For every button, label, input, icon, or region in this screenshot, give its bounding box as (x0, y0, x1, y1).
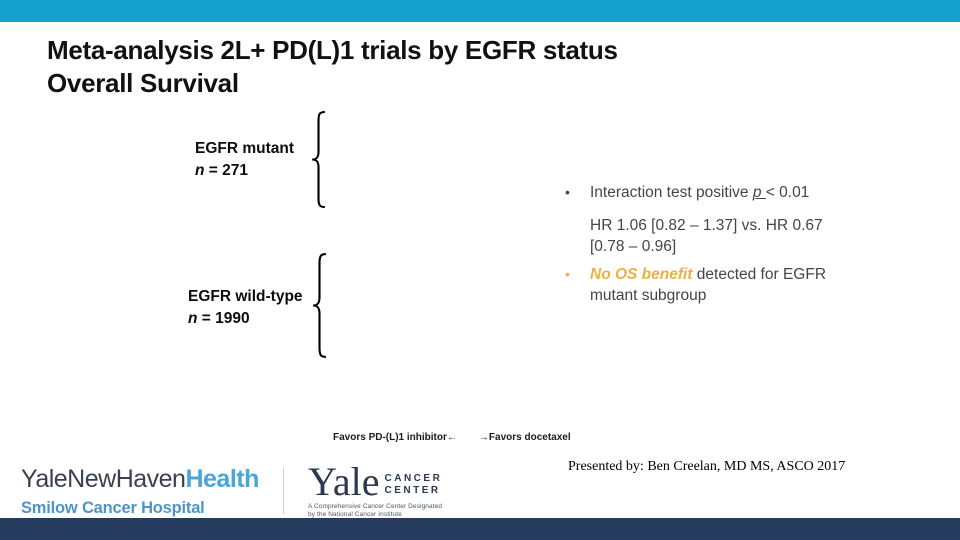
slide-title: Meta-analysis 2L+ PD(L)1 trials by EGFR … (47, 34, 618, 100)
yale-new-haven-health-logo: YaleNewHavenHealth Smilow Cancer Hospita… (21, 466, 259, 521)
bullet-icon: • (565, 184, 570, 200)
presenter-credit: Presented by: Ben Creelan, MD MS, ASCO 2… (568, 459, 846, 474)
ycc-wordmark-row: Yale CANCER CENTER (308, 462, 442, 502)
designation-line-1: A Comprehensive Cancer Center Designated (308, 503, 443, 510)
group-n-count: n = 1990 (188, 308, 303, 330)
nci-designation-text: A Comprehensive Cancer Center Designated… (308, 503, 442, 519)
group-name: EGFR mutant (195, 140, 295, 157)
group-label-egfr-mutant: EGFR mutant n = 271 (195, 138, 294, 182)
benefit-emphasis: No OS benefit (590, 266, 693, 283)
benefit-rest: detected for EGFR mutant subgroup (590, 266, 827, 304)
n-symbol: n (188, 310, 198, 327)
bottom-accent-bar (0, 518, 960, 540)
title-line-1: Meta-analysis 2L+ PD(L)1 trials by EGFR … (47, 35, 618, 65)
yale-cancer-center-logo: Yale CANCER CENTER A Comprehensive Cance… (308, 462, 442, 519)
interaction-post: < 0.01 (765, 184, 810, 201)
logo-divider (283, 468, 284, 514)
forest-plot-axis-labels: Favors PD-(L)1 inhibitor ← → Favors docet… (333, 432, 571, 443)
bullet-interaction-text: Interaction test positive p < 0.01 (590, 182, 847, 203)
left-arrow-icon: ← (446, 432, 457, 443)
cancer-center-label: CANCER CENTER (385, 473, 443, 497)
ynhh-wordmark-blue: Health (185, 465, 259, 493)
n-symbol: n (195, 162, 205, 179)
yale-wordmark: Yale (308, 459, 380, 504)
n-value: = 1990 (197, 310, 250, 327)
cc-line-2: CENTER (384, 485, 441, 496)
group-brace-egfr-wild-type (313, 253, 326, 358)
hr-line-1: HR 1.06 [0.82 – 1.37] vs. HR 0.67 (590, 217, 823, 234)
bullet-spacer (565, 215, 590, 257)
hr-line-2: [0.78 – 0.96] (590, 238, 677, 255)
favors-left-label: Favors PD-(L)1 inhibitor (333, 432, 447, 443)
group-label-egfr-wild-type: EGFR wild-type n = 1990 (188, 286, 303, 330)
group-n-count: n = 271 (195, 160, 294, 182)
bullet-no-os-benefit: • No OS benefit detected for EGFR mutant… (565, 264, 847, 306)
p-value-symbol: p (752, 184, 766, 201)
favors-right-label: Favors docetaxel (488, 432, 571, 443)
ynhh-wordmark: YaleNewHavenHealth (21, 466, 259, 492)
n-value: = 271 (204, 162, 248, 179)
interaction-pre: Interaction test positive (590, 184, 753, 201)
benefit-text: No OS benefit detected for EGFR mutant s… (590, 264, 847, 306)
top-accent-bar (0, 0, 960, 22)
ynhh-wordmark-navy: YaleNewHaven (21, 465, 186, 493)
hazard-ratio-paragraph: HR 1.06 [0.82 – 1.37] vs. HR 0.67 [0.78 –… (565, 215, 847, 257)
smilow-cancer-hospital-label: Smilow Cancer Hospital (21, 499, 205, 517)
designation-line-2: by the National Cancer Institute (308, 511, 402, 518)
cc-line-1: CANCER (384, 473, 443, 484)
hazard-ratio-text: HR 1.06 [0.82 – 1.37] vs. HR 0.67 [0.78 –… (590, 215, 847, 257)
bullet-icon: • (565, 266, 570, 282)
title-line-2: Overall Survival (47, 68, 239, 98)
bullet-interaction-test: • Interaction test positive p < 0.01 (565, 182, 847, 203)
group-name: EGFR wild-type (188, 288, 303, 305)
bullet-list: • Interaction test positive p < 0.01 HR … (565, 182, 847, 306)
group-brace-egfr-mutant (312, 111, 325, 208)
right-arrow-icon: → (478, 432, 489, 443)
